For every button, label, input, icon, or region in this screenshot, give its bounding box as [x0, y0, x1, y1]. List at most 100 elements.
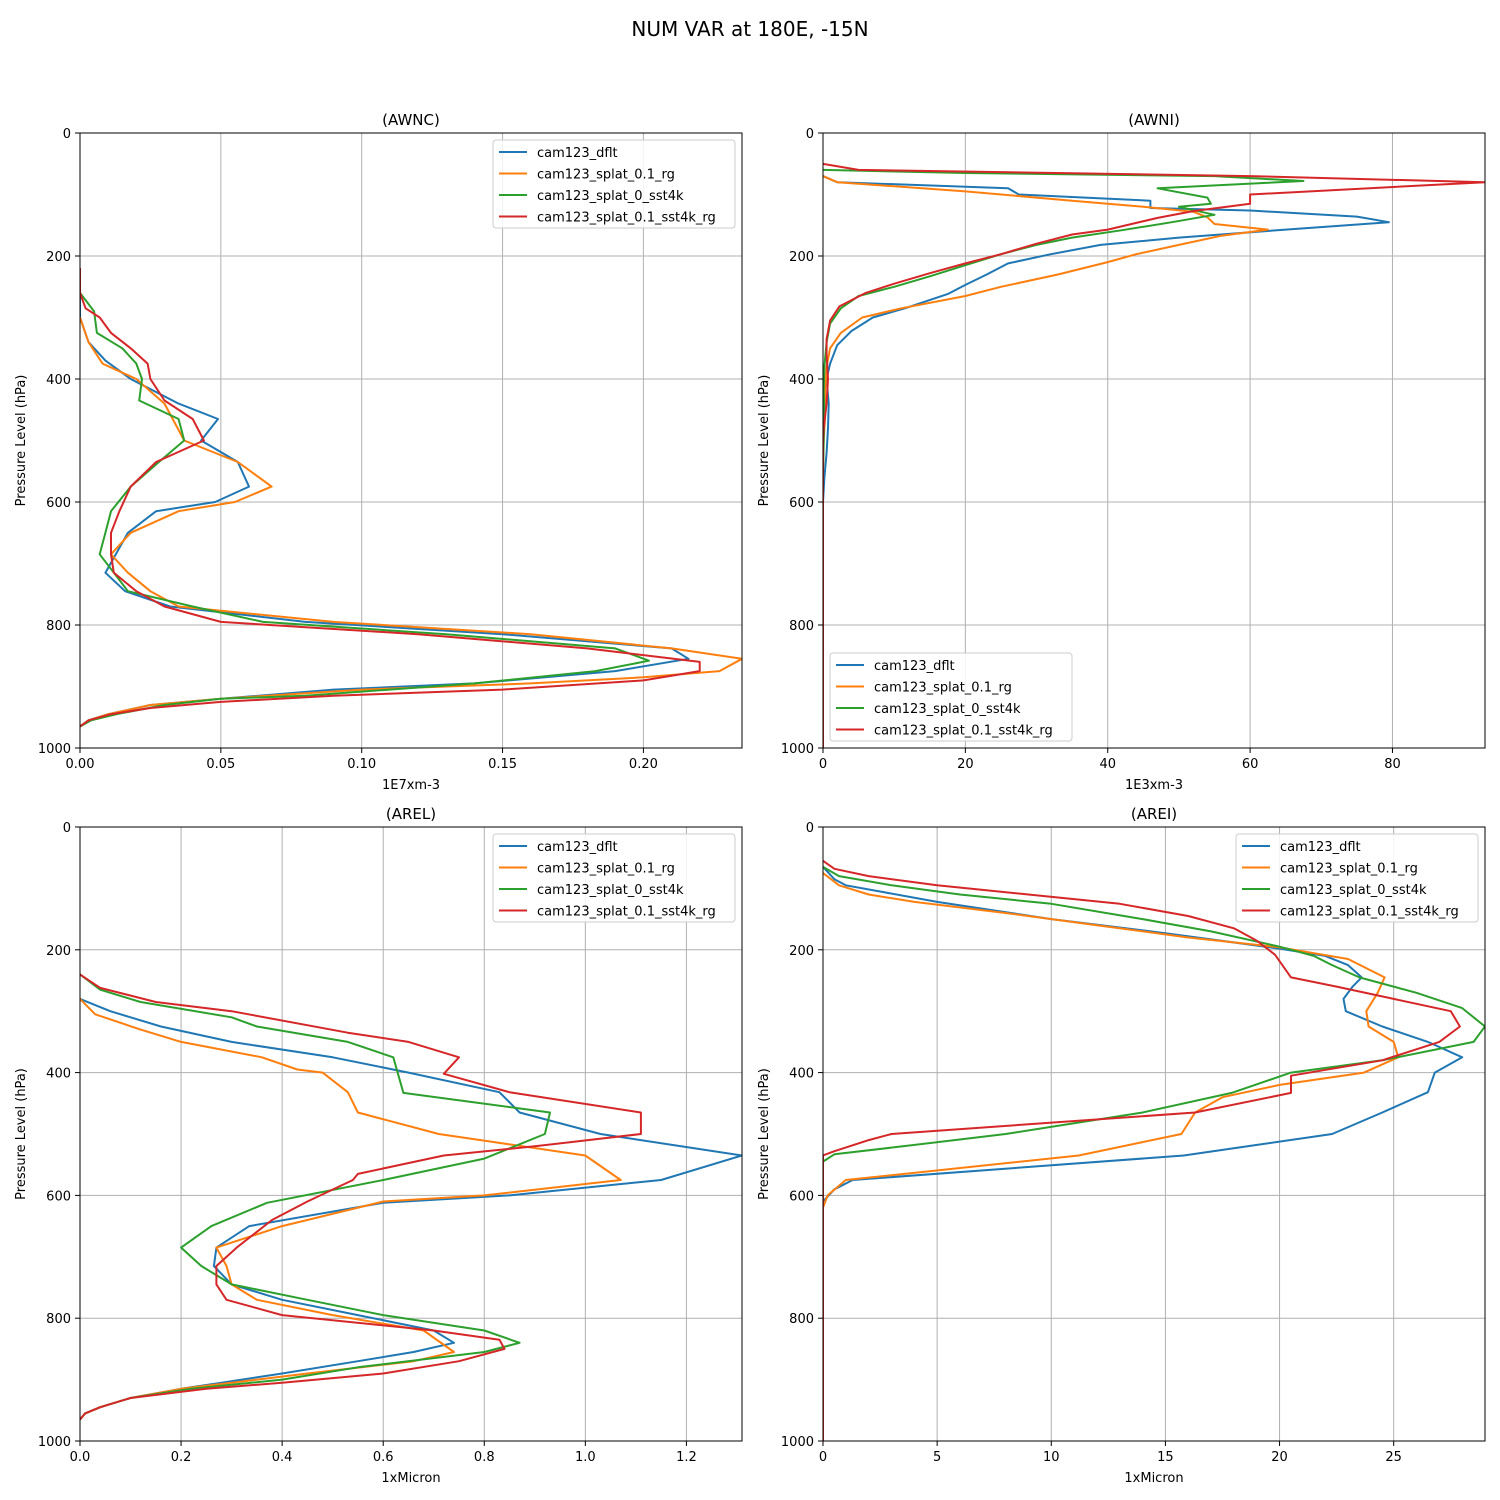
- x-axis-label: 1E7xm-3: [382, 778, 440, 793]
- series-line-2: [823, 175, 1269, 748]
- panel-title: (AWNI): [1128, 111, 1180, 129]
- legend-label-1: cam123_dflt: [537, 146, 618, 161]
- y-tick-label: 200: [46, 944, 71, 959]
- x-tick-label: 0.05: [206, 757, 235, 772]
- y-tick-label: 400: [46, 373, 71, 388]
- panel-0: 0.00 0.05 0.10 0.15 0.20 0 200 400 600 800 1000 (AW…: [14, 111, 743, 793]
- legend-frame: [829, 652, 1073, 742]
- panel-1: 0 20 40 60 8002004006008001000(AWNI)1E3xm-3P…: [757, 111, 1486, 793]
- series-line-3: [80, 973, 551, 1421]
- x-tick-label: 0: [819, 1450, 827, 1465]
- legend-label-2: cam123_splat_0.1_rg: [537, 862, 675, 877]
- x-axis-label: 1E3xm-3: [1125, 778, 1183, 793]
- x-tick-label: 0.4: [272, 1450, 293, 1465]
- x-tick-label: 20: [957, 757, 974, 772]
- series-group: [823, 162, 1485, 748]
- legend-frame: [492, 833, 736, 923]
- y-tick-label: 200: [789, 944, 814, 959]
- panel-title: (AREL): [386, 805, 436, 823]
- series-line-3: [823, 866, 1485, 1441]
- series-line-4: [80, 973, 642, 1421]
- axes-frame: [79, 826, 743, 1442]
- y-tick-label: 200: [789, 250, 814, 265]
- legend-label-2: cam123_splat_0.1_rg: [537, 168, 675, 183]
- series-line-4: [823, 162, 1485, 748]
- y-tick-label: 600: [46, 1189, 71, 1204]
- legend-frame: [492, 139, 736, 229]
- panel-3: 0 5 10 15 20 25 0 200 400 600 800 1000 (AREI) 1xMicro…: [757, 805, 1486, 1486]
- panels: 0.00 0.05 0.10 0.15 0.2002004006008001000(AW…: [14, 111, 1486, 1486]
- series-line-4: [823, 859, 1461, 1441]
- x-tick-label: 15: [1157, 1450, 1174, 1465]
- x-tick-label: 80: [1384, 757, 1401, 772]
- legend-label-4: cam123_splat_0.1_sst4k_rg: [1280, 905, 1459, 920]
- x-tick-label: 1.0: [575, 1450, 596, 1465]
- series-group: [823, 859, 1485, 1441]
- series-line-2: [80, 998, 622, 1421]
- x-axis-label: 1xMicron: [1124, 1471, 1183, 1486]
- y-tick-label: 1000: [781, 1435, 814, 1450]
- y-tick-label: 0: [63, 821, 71, 836]
- y-tick-label: 600: [46, 496, 71, 511]
- legend: cam123_dflt cam123_splat_0.1_rg cam123_spl…: [1235, 833, 1479, 923]
- x-tick-label: 5: [933, 1450, 941, 1465]
- legend-label-3: cam123_splat_0_sst4k: [874, 702, 1021, 717]
- y-axis-label: Pressure Level (hPa): [14, 375, 29, 507]
- y-tick-label: 200: [46, 250, 71, 265]
- y-tick-label: 1000: [38, 742, 71, 757]
- series-group: [80, 973, 742, 1421]
- x-tick-label: 0.2: [171, 1450, 192, 1465]
- legend-label-4: cam123_splat_0.1_sst4k_rg: [874, 724, 1053, 739]
- series-line-1: [823, 175, 1390, 748]
- legend-label-3: cam123_splat_0_sst4k: [537, 189, 684, 204]
- x-tick-label: 0: [819, 757, 827, 772]
- legend-frame: [1235, 833, 1479, 923]
- legend-label-1: cam123_dflt: [537, 840, 618, 855]
- x-tick-label: 60: [1242, 757, 1259, 772]
- y-tick-label: 400: [789, 1067, 814, 1082]
- series-line-1: [80, 268, 690, 728]
- series-line-2: [823, 872, 1400, 1441]
- legend-label-4: cam123_splat_0.1_sst4k_rg: [537, 905, 716, 920]
- y-axis-label: Pressure Level (hPa): [757, 1068, 772, 1200]
- y-tick-label: 0: [806, 821, 814, 836]
- y-tick-label: 800: [789, 619, 814, 634]
- x-tick-label: 0.00: [66, 757, 95, 772]
- x-tick-label: 0.20: [629, 757, 658, 772]
- axes-frame: [822, 132, 1486, 749]
- legend-label-4: cam123_splat_0.1_sst4k_rg: [537, 211, 716, 226]
- series-line-1: [823, 866, 1464, 1441]
- x-tick-label: 40: [1099, 757, 1116, 772]
- legend-label-3: cam123_splat_0_sst4k: [537, 883, 684, 898]
- legend: cam123_dflt cam123_splat_0.1_rg cam123_spl…: [492, 139, 736, 229]
- figure-title: NUM VAR at 180E, -15N: [631, 17, 868, 41]
- x-tick-label: 0.8: [474, 1450, 495, 1465]
- y-tick-label: 800: [789, 1312, 814, 1327]
- y-tick-label: 600: [789, 1189, 814, 1204]
- panel-2: 0.0 0.2 0.4 0.6 0.8 1.0 1.2 0 200 400 600 800 1000 (A…: [14, 805, 743, 1486]
- y-tick-label: 1000: [38, 1435, 71, 1450]
- x-tick-label: 10: [1043, 1450, 1060, 1465]
- y-tick-label: 800: [46, 619, 71, 634]
- x-tick-label: 0.10: [347, 757, 376, 772]
- legend: cam123_dflt cam123_splat_0.1_rg cam123_spl…: [829, 652, 1073, 742]
- y-tick-label: 400: [46, 1067, 71, 1082]
- x-tick-label: 20: [1271, 1450, 1288, 1465]
- y-tick-label: 0: [806, 127, 814, 142]
- legend: cam123_dflt cam123_splat_0.1_rg cam123_spl…: [492, 833, 736, 923]
- series-line-1: [80, 997, 742, 1421]
- x-tick-label: 0.6: [373, 1450, 394, 1465]
- series-group: [80, 268, 742, 728]
- y-axis-label: Pressure Level (hPa): [757, 375, 772, 507]
- legend-label-2: cam123_splat_0.1_rg: [874, 681, 1012, 696]
- y-axis-label: Pressure Level (hPa): [14, 1068, 29, 1200]
- y-tick-label: 0: [63, 127, 71, 142]
- x-axis-label: 1xMicron: [381, 1471, 440, 1486]
- axes-frame: [79, 132, 743, 749]
- y-tick-label: 400: [789, 373, 814, 388]
- x-tick-label: 0.15: [488, 757, 517, 772]
- axes-frame: [822, 826, 1486, 1442]
- legend-label-2: cam123_splat_0.1_rg: [1280, 862, 1418, 877]
- panel-title: (AREI): [1131, 805, 1177, 823]
